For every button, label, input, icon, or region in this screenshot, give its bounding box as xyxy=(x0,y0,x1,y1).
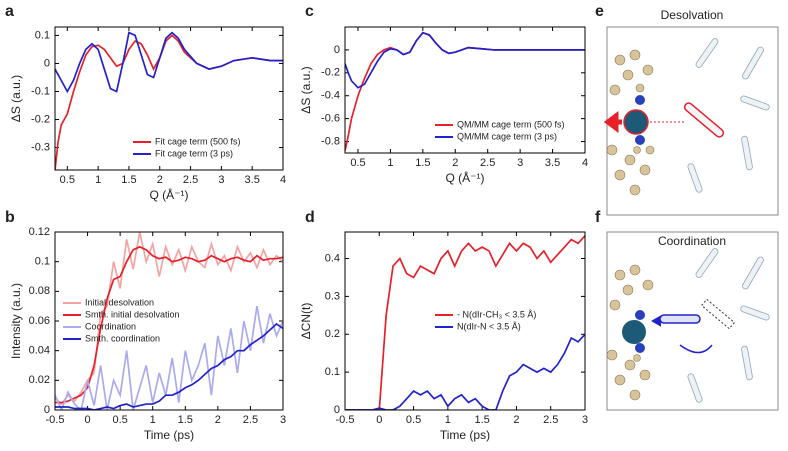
molecule-image xyxy=(603,26,779,216)
x-axis-label: Q (Å⁻¹) xyxy=(446,170,485,185)
legend-label: Fit cage term (500 fs) xyxy=(155,136,241,146)
legend-label: QM/MM cage term (500 fs) xyxy=(457,119,565,129)
y-tick-label: 0.04 xyxy=(29,345,50,357)
y-tick-label: 0.4 xyxy=(325,252,340,264)
x-tick-label: 2.5 xyxy=(543,414,558,426)
x-tick-label: 4 xyxy=(582,157,588,169)
legend-label: QM/MM cage term (3 ps) xyxy=(457,131,557,141)
series-line xyxy=(345,333,585,410)
y-tick-label: -0.3 xyxy=(31,141,50,153)
x-tick-label: 1 xyxy=(150,414,156,426)
y-tick-label: -0.8 xyxy=(321,135,340,147)
x-tick-label: 3 xyxy=(517,157,523,169)
plot-frame xyxy=(344,26,586,154)
plot-frame xyxy=(344,231,586,411)
y-tick-label: 0.1 xyxy=(35,29,50,41)
x-tick-label: 2.5 xyxy=(480,157,495,169)
x-axis-label: Q (Å⁻¹) xyxy=(150,187,189,202)
y-axis-label: Intensity (a.u.) xyxy=(9,283,23,359)
x-tick-label: 0 xyxy=(376,414,382,426)
y-tick-label: 0.12 xyxy=(29,226,50,238)
panel-label: e xyxy=(595,3,604,20)
x-tick-label: 1.5 xyxy=(121,174,136,186)
y-axis-label: ΔS (a.u.) xyxy=(299,66,313,113)
legend-label: Coordination xyxy=(85,321,136,331)
x-tick-label: 2 xyxy=(452,157,458,169)
panel-label: c xyxy=(305,3,314,20)
series-line xyxy=(55,245,283,404)
y-tick-label: 0 xyxy=(334,404,340,416)
x-tick-label: 1.5 xyxy=(178,414,193,426)
series-line xyxy=(345,31,585,89)
x-tick-label: 0 xyxy=(85,414,91,426)
x-axis-label: Time (ps) xyxy=(144,428,194,442)
legend-label: - N(dIr-CH₃ < 3.5 Å) xyxy=(457,309,536,319)
y-tick-label: 0 xyxy=(334,44,340,56)
x-tick-label: 3 xyxy=(218,174,224,186)
x-tick-label: 2.5 xyxy=(243,414,258,426)
x-tick-label: -0.5 xyxy=(336,414,355,426)
y-tick-label: -0.6 xyxy=(321,113,340,125)
x-tick-label: -0.5 xyxy=(46,414,65,426)
x-tick-label: 3.5 xyxy=(245,174,260,186)
x-tick-label: 0.5 xyxy=(406,414,421,426)
y-tick-label: -0.4 xyxy=(321,90,340,102)
x-tick-label: 2.5 xyxy=(183,174,198,186)
x-tick-label: 3.5 xyxy=(545,157,560,169)
x-tick-label: 0.5 xyxy=(60,174,75,186)
panel-label: b xyxy=(5,209,15,226)
molecule-image xyxy=(606,231,779,411)
legend-label: Smth. coordination xyxy=(85,333,160,343)
y-tick-label: -0.1 xyxy=(31,85,50,97)
legend-label: Fit cage term (3 ps) xyxy=(155,148,233,158)
legend-label: N(dIr-N < 3.5 Å) xyxy=(457,321,521,331)
y-axis-label: ΔCN(t) xyxy=(299,303,313,340)
x-tick-label: 3 xyxy=(280,414,286,426)
y-tick-label: 0.08 xyxy=(29,285,50,297)
series-line xyxy=(55,31,283,94)
x-tick-label: 4 xyxy=(280,174,286,186)
x-tick-label: 1 xyxy=(445,414,451,426)
y-tick-label: 0.02 xyxy=(29,374,50,386)
y-tick-label: -0.2 xyxy=(321,67,340,79)
x-tick-label: 3 xyxy=(582,414,588,426)
y-tick-label: 0.2 xyxy=(325,328,340,340)
x-axis-label: Time (ps) xyxy=(440,428,490,442)
panel-title: Coordination xyxy=(658,234,726,248)
y-tick-label: 0 xyxy=(44,57,50,69)
legend-label: Smth. initial desolvation xyxy=(85,309,180,319)
x-tick-label: 1 xyxy=(387,157,393,169)
x-tick-label: 0.5 xyxy=(112,414,127,426)
x-tick-label: 1.5 xyxy=(474,414,489,426)
panel-label: f xyxy=(595,209,601,226)
y-tick-label: 0.1 xyxy=(325,366,340,378)
series-line xyxy=(55,306,283,410)
x-tick-label: 2 xyxy=(157,174,163,186)
x-tick-label: 2 xyxy=(513,414,519,426)
series-line xyxy=(345,235,585,410)
x-tick-label: 1.5 xyxy=(415,157,430,169)
y-tick-label: 0.3 xyxy=(325,290,340,302)
y-tick-label: 0.06 xyxy=(29,315,50,327)
plot-frame xyxy=(54,231,284,411)
x-tick-label: 2 xyxy=(215,414,221,426)
y-tick-label: 0 xyxy=(44,404,50,416)
panel-label: d xyxy=(305,209,315,226)
plot-frame xyxy=(54,26,284,171)
panel-title: Desolvation xyxy=(661,8,724,22)
x-tick-label: 1 xyxy=(95,174,101,186)
legend-label: Initial desolvation xyxy=(85,297,154,307)
y-tick-label: -0.2 xyxy=(31,113,50,125)
x-tick-label: 0.5 xyxy=(350,157,365,169)
y-tick-label: 0.1 xyxy=(35,256,50,268)
panel-label: a xyxy=(5,3,14,20)
y-axis-label: ΔS (a.u.) xyxy=(9,75,23,122)
